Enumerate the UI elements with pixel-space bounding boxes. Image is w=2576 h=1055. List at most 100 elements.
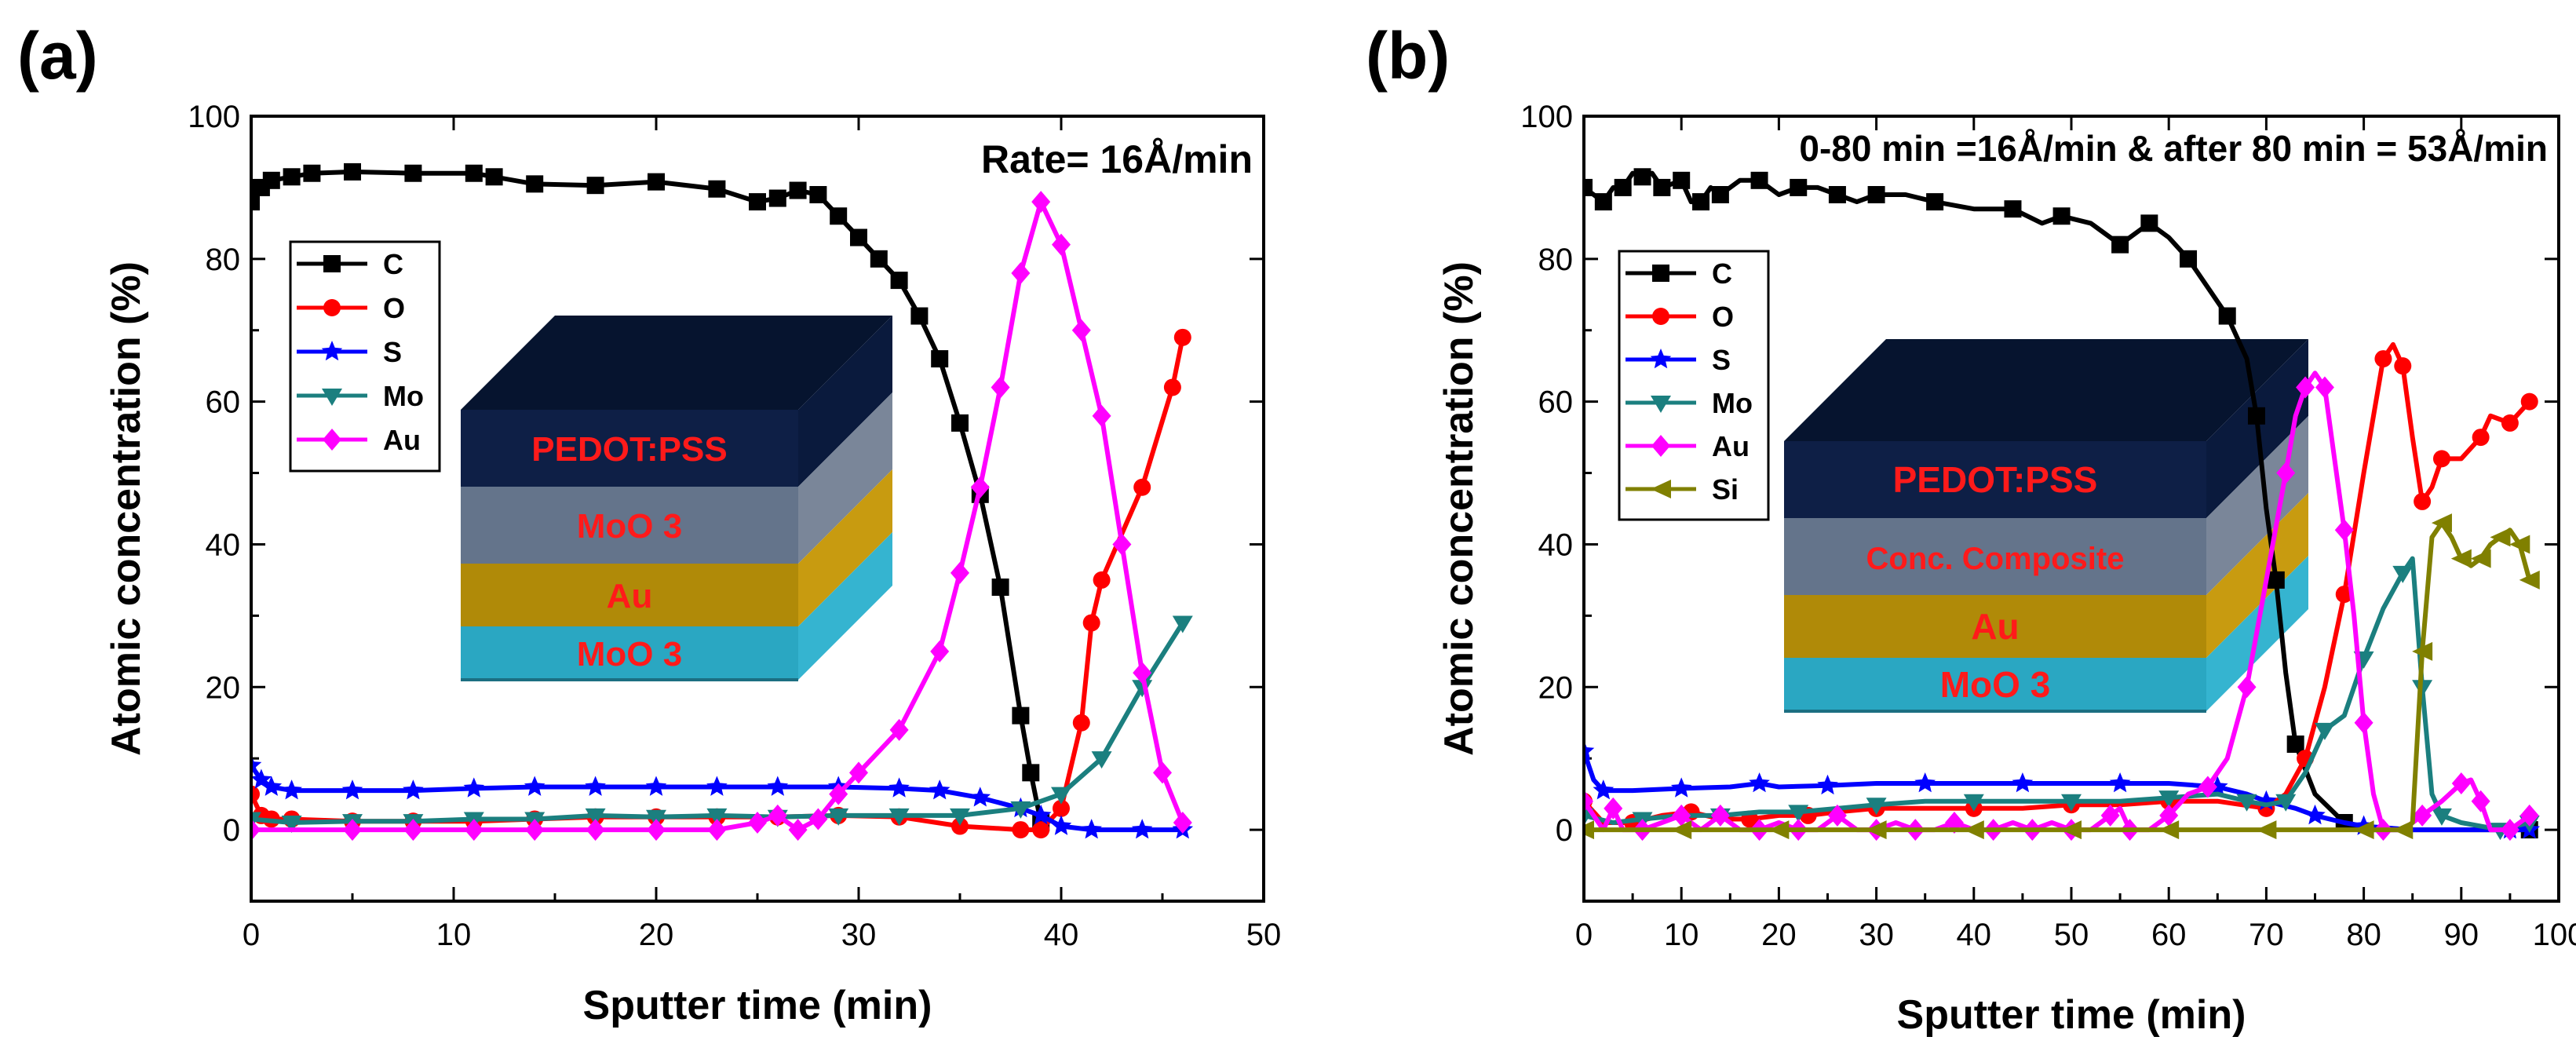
data-point-Au xyxy=(2198,776,2217,798)
series-line-S xyxy=(251,764,1183,833)
data-point-Au xyxy=(829,783,848,805)
data-point-Si xyxy=(1963,820,1984,840)
stack-layer-side xyxy=(2206,493,2308,658)
stack-layer-label: Au xyxy=(607,577,653,615)
data-point-Mo xyxy=(1051,787,1071,805)
data-point-Au xyxy=(889,718,909,741)
stack-layer-side xyxy=(798,532,892,680)
data-point-Mo xyxy=(706,808,728,826)
data-point-C xyxy=(991,579,1009,596)
data-point-S xyxy=(251,754,262,775)
data-point-S xyxy=(1749,772,1770,793)
legend-label-Si: Si xyxy=(1712,473,1739,506)
legend-label-O: O xyxy=(1712,301,1734,333)
data-point-Mo xyxy=(2392,565,2414,583)
data-point-Si xyxy=(2256,820,2277,840)
x-axis-label: Sputter time (min) xyxy=(583,983,932,1028)
data-point-Mo xyxy=(1172,615,1193,633)
data-point-Mo xyxy=(828,808,849,826)
data-point-Au xyxy=(1133,662,1152,684)
data-point-O xyxy=(1053,799,1070,817)
stack-layer-side xyxy=(798,469,892,626)
panel-a: (a) 0 10 20 30 40 50 0 20 40 60 80 100 Sputter time (… xyxy=(17,19,1281,1028)
data-point-C xyxy=(251,193,260,211)
plot-frame xyxy=(1582,115,2560,903)
data-point-Au xyxy=(2315,376,2334,399)
data-point-Mo xyxy=(646,809,666,827)
data-point-S xyxy=(2304,804,2326,825)
data-point-Au xyxy=(343,819,362,841)
data-point-Si xyxy=(1671,820,1692,840)
data-point-Au xyxy=(647,819,666,841)
data-point-C xyxy=(910,307,929,325)
stack-layer-front xyxy=(461,410,798,487)
series-group xyxy=(251,162,1194,841)
data-point-C xyxy=(1790,178,1808,196)
y-tick-label: 40 xyxy=(1538,528,1574,562)
x-tick-label: 30 xyxy=(841,918,877,952)
data-point-Si xyxy=(2490,528,2511,547)
data-point-S xyxy=(524,776,545,796)
data-point-O xyxy=(2472,429,2490,447)
data-point-C xyxy=(303,164,321,182)
data-point-S xyxy=(706,776,728,796)
data-point-S xyxy=(645,776,667,796)
data-point-C xyxy=(485,168,503,186)
x-tick-label: 10 xyxy=(1664,918,1699,952)
rate-annotation: 0-80 min =16Å/min & after 80 min = 53Å/m… xyxy=(1799,128,2548,169)
y-tick-label: 60 xyxy=(1538,385,1574,420)
stack-layer-label: Conc. Composite xyxy=(1866,542,2125,576)
legend-marker-S xyxy=(1650,349,1672,369)
data-point-O xyxy=(1032,821,1050,839)
data-point-C xyxy=(1673,171,1691,189)
data-point-O xyxy=(2374,350,2392,368)
data-point-Mo xyxy=(1132,680,1153,698)
x-tick-label: 40 xyxy=(1957,918,1992,952)
data-point-C xyxy=(1022,764,1040,782)
data-point-C xyxy=(931,350,949,368)
data-point-Au xyxy=(2296,376,2315,399)
data-point-Mo xyxy=(1963,794,1984,812)
legend-marker-O xyxy=(323,299,341,316)
data-point-Si xyxy=(2519,570,2540,590)
data-point-Au xyxy=(2159,804,2179,827)
x-tick-label: 50 xyxy=(1246,918,1282,952)
data-point-Au xyxy=(2100,804,2120,827)
x-tick-label: 60 xyxy=(2151,918,2187,952)
y-tick-label: 80 xyxy=(206,243,241,277)
stack-top-face xyxy=(1784,339,2308,441)
data-point-Au xyxy=(2334,519,2354,542)
x-tick-label: 90 xyxy=(2444,918,2479,952)
series-line-Au xyxy=(251,199,1185,833)
data-point-C xyxy=(951,414,969,432)
data-point-O xyxy=(251,785,260,803)
x-tick-label: 70 xyxy=(2249,918,2284,952)
data-point-S xyxy=(2109,772,2131,793)
data-point-O xyxy=(2432,450,2450,468)
data-point-C xyxy=(1867,186,1885,203)
x-tick-label: 0 xyxy=(1575,918,1593,952)
y-tick-label: 0 xyxy=(223,813,240,848)
data-point-Mo xyxy=(2275,794,2297,812)
data-point-Au xyxy=(748,812,767,834)
data-point-Au xyxy=(707,819,727,841)
y-tick-label: 100 xyxy=(188,100,240,134)
data-point-S xyxy=(251,768,272,789)
data-point-S xyxy=(767,776,789,796)
data-point-Mo xyxy=(1091,751,1112,769)
data-point-C xyxy=(2004,200,2022,218)
y-tick-label: 0 xyxy=(1556,813,1573,848)
data-point-O xyxy=(1133,478,1151,496)
data-point-O xyxy=(2394,357,2412,375)
data-point-C xyxy=(465,164,483,182)
stack-layer-label: MoO 3 xyxy=(577,507,682,546)
data-point-Au xyxy=(251,819,261,841)
data-point-S xyxy=(281,779,302,800)
data-point-C xyxy=(1614,178,1632,196)
data-point-Au xyxy=(2276,462,2296,484)
stack-layer-label: PEDOT:PSS xyxy=(531,430,727,469)
x-tick-label: 0 xyxy=(243,918,260,952)
data-point-S xyxy=(463,777,485,798)
data-point-Au xyxy=(1827,804,1847,827)
y-tick-label: 100 xyxy=(1520,100,1573,134)
